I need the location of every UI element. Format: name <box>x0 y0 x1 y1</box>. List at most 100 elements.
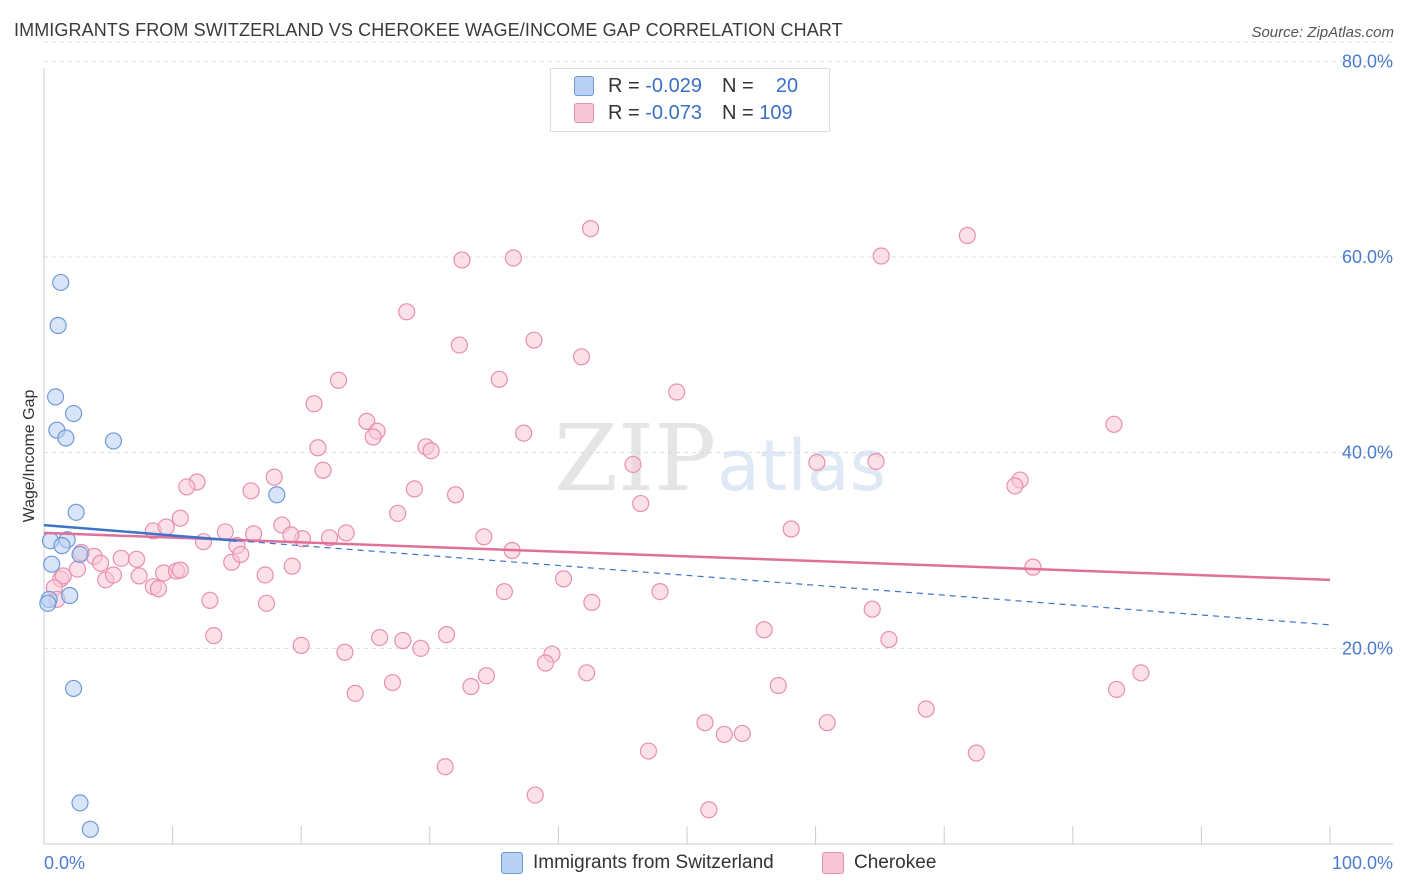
cherokee-trend-line <box>43 531 1331 582</box>
cherokee-point <box>283 557 301 575</box>
cherokee-point <box>201 591 219 610</box>
switzerland-point <box>52 273 70 292</box>
cherokee-point <box>818 714 836 732</box>
switzerland-points <box>39 273 286 838</box>
legend-r-value: -0.073 <box>645 101 702 124</box>
cherokee-point <box>490 370 508 388</box>
bottom-legend-swatch-blue <box>501 852 523 874</box>
cherokee-point <box>917 700 935 718</box>
cherokee-point <box>651 582 669 601</box>
cherokee-point <box>112 549 130 567</box>
cherokee-point <box>282 526 300 544</box>
cherokee-point <box>371 628 389 647</box>
cherokee-point <box>475 528 493 546</box>
legend-row-switzerland: R = -0.029 N = 20 <box>550 73 798 99</box>
cherokee-point <box>808 453 826 472</box>
switzerland-trend-dashed <box>236 540 1331 626</box>
cherokee-point <box>104 566 123 584</box>
trend-lines <box>43 523 1331 626</box>
cherokee-point <box>462 677 480 696</box>
switzerland-point <box>61 586 79 605</box>
cherokee-point <box>405 480 423 498</box>
switzerland-point <box>104 432 123 450</box>
y-tick-labels: 20.0% 40.0% 60.0% 80.0% <box>1342 51 1393 658</box>
cherokee-point <box>157 518 175 536</box>
watermark: ZIP atlas <box>554 405 886 512</box>
bottom-legend-swatch-pink <box>822 852 844 874</box>
cherokee-point <box>171 509 189 527</box>
cherokee-point <box>515 424 533 442</box>
cherokee-point <box>314 461 332 479</box>
switzerland-point <box>53 537 71 555</box>
cherokee-point <box>256 566 274 584</box>
cherokee-point <box>733 724 751 743</box>
switzerland-point <box>39 594 57 612</box>
y-tick-label: 60.0% <box>1342 247 1393 267</box>
legend-n-value: 109 <box>759 101 793 124</box>
y-tick-label: 20.0% <box>1342 638 1393 658</box>
cherokee-point <box>54 567 72 585</box>
cherokee-point <box>536 654 555 672</box>
cherokee-point <box>1107 680 1126 699</box>
cherokee-point <box>346 684 364 702</box>
cherokee-point <box>450 336 468 354</box>
legend-r-value: -0.029 <box>645 74 702 97</box>
cherokee-point <box>178 478 196 496</box>
cherokee-point <box>554 570 573 588</box>
switzerland-point <box>71 545 89 564</box>
cherokee-point <box>242 482 260 500</box>
cherokee-point <box>668 383 686 401</box>
cherokee-point <box>149 580 168 598</box>
cherokee-point <box>394 631 412 650</box>
cherokee-point <box>337 524 355 542</box>
cherokee-point <box>127 550 146 568</box>
cherokee-point <box>572 348 591 366</box>
source-label: Source: ZipAtlas.com <box>1251 24 1394 41</box>
switzerland-point <box>67 503 85 521</box>
switzerland-trend-line <box>43 523 238 542</box>
grid-layer <box>43 41 1393 844</box>
cherokee-point <box>632 494 650 513</box>
legend-n-value: 20 <box>775 74 799 97</box>
cherokee-point <box>583 593 601 611</box>
legend-n-label: N = <box>721 74 754 97</box>
cherokee-point <box>309 439 327 457</box>
cherokee-point <box>715 725 733 744</box>
cherokee-point <box>68 560 87 578</box>
cherokee-point <box>624 455 642 474</box>
cherokee-point <box>194 533 213 551</box>
cherokee-point <box>205 627 223 645</box>
cherokee-point <box>232 545 250 564</box>
legend-r-label: R = <box>608 74 640 97</box>
chart-title: IMMIGRANTS FROM SWITZERLAND VS CHEROKEE … <box>14 20 843 40</box>
legend-r-label: R = <box>608 101 640 124</box>
cherokee-point <box>398 303 416 321</box>
cherokee-point <box>867 452 885 471</box>
cherokee-point <box>171 561 189 579</box>
switzerland-point <box>57 429 75 447</box>
cherokee-point <box>336 643 354 661</box>
cherokee-point <box>477 667 495 685</box>
switzerland-point <box>64 679 83 698</box>
cherokee-point <box>696 714 714 732</box>
legend-row-cherokee: R = -0.073 N = 109 <box>550 100 793 126</box>
legend-swatch-blue <box>574 76 594 96</box>
cherokee-point <box>504 249 522 267</box>
cherokee-point <box>422 442 440 460</box>
cherokee-point <box>526 786 544 804</box>
cherokee-points <box>45 220 1150 819</box>
cherokee-point <box>292 636 310 655</box>
cherokee-point <box>130 567 148 585</box>
cherokee-point <box>967 744 985 762</box>
switzerland-point <box>49 316 67 335</box>
cherokee-point <box>769 676 787 695</box>
cherokee-point <box>1105 415 1123 433</box>
cherokee-point <box>436 758 454 776</box>
bottom-legend-cherokee: Cherokee <box>822 852 936 874</box>
cherokee-point <box>305 395 323 413</box>
switzerland-point <box>268 486 286 504</box>
cherokee-point <box>412 639 430 657</box>
bottom-legend-label: Immigrants from Switzerland <box>533 852 774 873</box>
x-tick-labels: 0.0% 100.0% <box>44 853 1393 873</box>
cherokee-point <box>958 226 976 245</box>
